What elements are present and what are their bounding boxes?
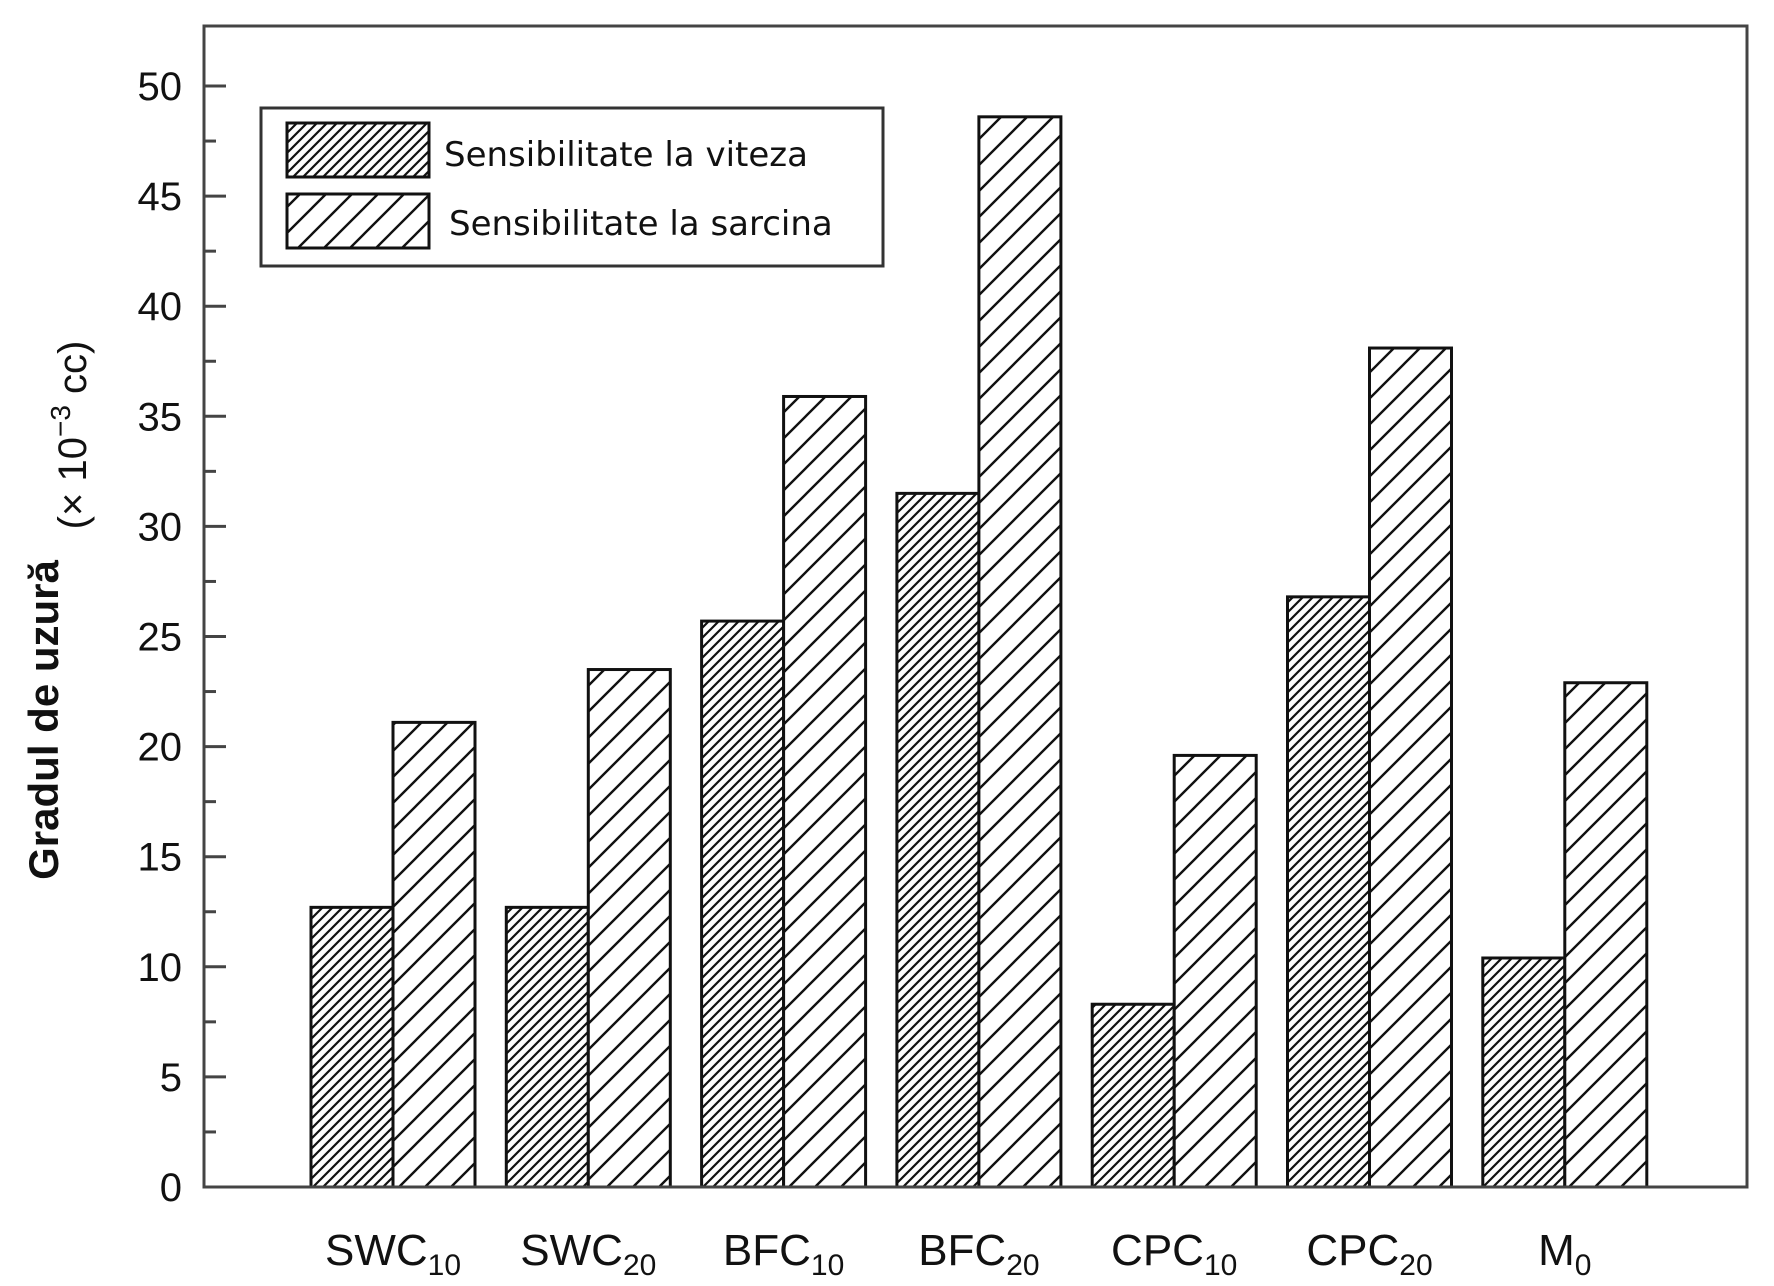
bar-speed-swc10	[309, 905, 395, 1189]
bar-load-cpc20	[1368, 346, 1453, 1189]
y-tick-label: 15	[138, 836, 183, 880]
bar-speed-cpc20	[1286, 595, 1371, 1189]
plot-frame	[202, 24, 1749, 1189]
x-category-label: CPC20	[1306, 1226, 1432, 1282]
y-axis-unit: (× 10−3 cc)	[45, 341, 95, 530]
x-category-label: BFC10	[723, 1226, 844, 1282]
bar-load-swc20	[586, 668, 672, 1189]
y-axis-title-group: Gradul de uzură	[20, 560, 67, 880]
x-category-label: BFC20	[918, 1226, 1039, 1282]
bar-speed-m0	[1481, 956, 1567, 1189]
bar-load-bfc10	[782, 394, 868, 1189]
legend-label-load: Sensibilitate la sarcina	[449, 204, 833, 244]
bar-load-m0	[1563, 681, 1649, 1189]
y-tick-label: 20	[138, 726, 183, 770]
bar-load-cpc10	[1172, 753, 1258, 1189]
x-category-label: SWC20	[520, 1226, 656, 1282]
legend-label-speed: Sensibilitate la viteza	[444, 135, 808, 175]
bars	[309, 115, 1649, 1189]
bar-load-swc10	[391, 720, 477, 1189]
bar-speed-swc20	[504, 905, 590, 1189]
y-tick-label: 25	[138, 616, 183, 660]
y-tick-label: 0	[160, 1166, 182, 1210]
bar-load-bfc20	[977, 115, 1063, 1189]
y-axis-unit-group: (× 10−3 cc)	[45, 341, 95, 530]
y-tick-label: 45	[138, 175, 183, 219]
y-tick-label: 10	[138, 946, 183, 990]
legend-swatch-load	[285, 192, 431, 250]
y-tick-label: 35	[138, 395, 183, 439]
x-category-label: M0	[1538, 1226, 1591, 1282]
y-tick-label: 5	[160, 1056, 182, 1100]
y-tick-label: 50	[138, 65, 183, 109]
legend-swatch-speed	[285, 121, 431, 179]
y-tick-label: 30	[138, 505, 183, 549]
y-tick-label: 40	[138, 285, 183, 329]
x-axis-labels: SWC10 SWC20 BFC10 BFC20 CPC10 CPC20 M0	[325, 1226, 1591, 1282]
y-axis-ticks: 0 5 10 15 20 25 30 35 40 45 50	[138, 65, 226, 1210]
bar-speed-bfc20	[895, 491, 981, 1189]
y-axis-unit-exponent: −3	[45, 405, 76, 437]
bar-speed-bfc10	[700, 619, 786, 1189]
legend: Sensibilitate la viteza Sensibilitate la…	[259, 106, 885, 268]
bar-speed-cpc10	[1090, 1002, 1176, 1189]
y-axis-title: Gradul de uzură	[20, 560, 67, 880]
x-category-label: CPC10	[1111, 1226, 1237, 1282]
x-category-label: SWC10	[325, 1226, 461, 1282]
